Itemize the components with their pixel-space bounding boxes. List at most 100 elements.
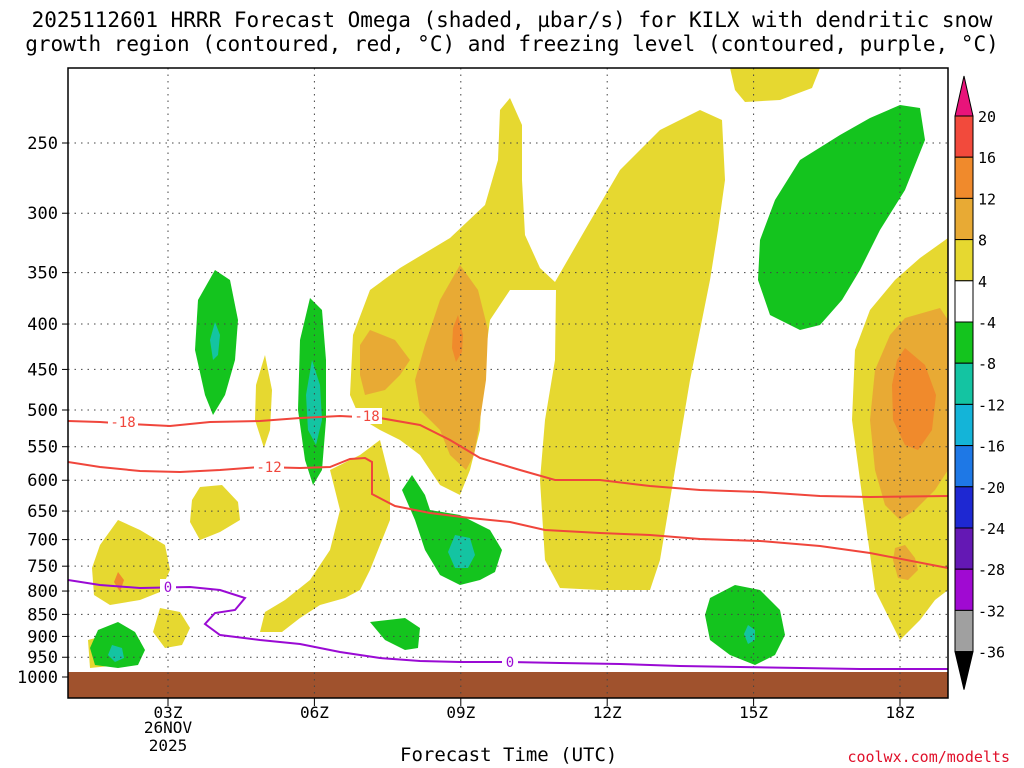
x-axis: 03Z 06Z 09Z 12Z 15Z 18Z: [154, 698, 915, 722]
contour-minus12: [68, 456, 948, 569]
label-bg-minus12: [254, 459, 284, 475]
x-sublabel-year: 2025: [149, 736, 188, 755]
x-tick-label: 09Z: [446, 703, 475, 722]
colorbar-label: 12: [978, 190, 996, 208]
colorbar-label: -36: [978, 644, 1005, 662]
contour-label-minus12: -12: [256, 460, 281, 476]
shade-orange-center: [415, 265, 488, 470]
shade-green-small: [370, 618, 420, 650]
contour-label-minus18-b: -18: [354, 409, 379, 425]
colorbar-segment: [954, 609, 974, 653]
shade-teal-bottom-left: [108, 645, 124, 662]
colorbar-segment: [954, 486, 974, 529]
contour-label-minus18-a: -18: [110, 415, 135, 431]
shade-darkorange-center: [452, 315, 463, 362]
y-tick-label: 500: [27, 401, 58, 421]
shade-yellow-left: [92, 520, 170, 605]
colorbar-label: -20: [978, 479, 1005, 497]
x-tick-label: 15Z: [739, 703, 768, 722]
y-tick-label: 400: [27, 315, 58, 335]
colorbar-label: -16: [978, 438, 1005, 456]
colorbar-segment: [954, 197, 974, 241]
colorbar-label: 16: [978, 149, 996, 167]
shade-teal-06z: [306, 360, 322, 445]
plot-frame: [67, 67, 949, 699]
colorbar-label: -8: [978, 355, 996, 373]
colorbar-segment: [954, 239, 974, 282]
contour-label-zero-a: 0: [164, 580, 172, 596]
shade-orange-left: [360, 330, 410, 395]
shade-yellow-low: [260, 440, 390, 632]
shade-yellow-thin: [255, 355, 272, 448]
colorbar-segment: [954, 568, 974, 611]
colorbar-segment: [954, 403, 974, 447]
colorbar-top-arrow: [954, 75, 974, 117]
colorbar-segment: [954, 280, 974, 323]
contour-label-zero-b: 0: [506, 655, 514, 671]
chart-title-line-1: 2025112601 HRRR Forecast Omega (shaded, …: [31, 8, 993, 32]
shade-yellow-top: [730, 68, 820, 102]
y-tick-label: 300: [27, 204, 58, 224]
colorbar-bottom-arrow: [954, 651, 974, 690]
ground-surface: [68, 672, 948, 698]
label-bg-zero-b: [502, 654, 518, 670]
y-tick-label: 600: [27, 471, 58, 491]
x-tick-label: 06Z: [300, 703, 329, 722]
colorbar-label: -32: [978, 602, 1005, 620]
shade-teal-15z: [744, 625, 755, 644]
y-tick-label: 900: [27, 627, 58, 647]
shade-yellow-small: [153, 608, 190, 648]
colorbar-segment: [954, 115, 974, 158]
y-tick-label: 250: [27, 134, 58, 154]
colorbar: 20 16 12 8 4 -4 -8 -12 -16 -20 -24 -28 -32 -36: [954, 75, 1005, 690]
y-tick-label: 800: [27, 582, 58, 602]
shade-teal-09z: [448, 535, 475, 568]
y-tick-label: 350: [27, 264, 58, 284]
colorbar-label: -12: [978, 396, 1005, 414]
shade-yellow-main: [350, 98, 725, 590]
shade-yellow-mid: [190, 485, 240, 540]
x-sublabel-date: 26NOV: [144, 718, 193, 737]
x-tick-label: 18Z: [886, 703, 915, 722]
colorbar-segment: [954, 445, 974, 488]
contour-lines: -18 -18 -12 0 0: [68, 408, 948, 671]
x-tick-label: 12Z: [593, 703, 622, 722]
contour-zero: [68, 579, 948, 670]
label-bg-minus18-a: [108, 414, 138, 430]
colorbar-label: -4: [978, 314, 996, 332]
shade-green-top-right: [758, 105, 925, 330]
grid-lines: [68, 68, 948, 698]
contour-minus18: [68, 414, 948, 499]
y-tick-label: 450: [27, 360, 58, 380]
shade-teal-left: [210, 322, 220, 360]
colorbar-segment: [954, 321, 974, 364]
colorbar-label: -24: [978, 520, 1005, 538]
colorbar-label: 8: [978, 232, 987, 250]
shade-green-09z: [402, 475, 502, 585]
credit-text: coolwx.com/modelts: [847, 748, 1010, 766]
label-bg-zero-a: [160, 579, 176, 595]
y-tick-label: 850: [27, 605, 58, 625]
y-tick-label: 700: [27, 531, 58, 551]
colorbar-segment: [954, 527, 974, 570]
shade-darkorange-right: [892, 348, 936, 450]
x-axis-label: Forecast Time (UTC): [400, 744, 618, 766]
colorbar-label: 4: [978, 273, 987, 291]
y-tick-label: 650: [27, 502, 58, 522]
y-axis: 2503003504004505005506006507007508008509…: [17, 134, 68, 688]
shade-green-15z: [705, 585, 785, 665]
colorbar-segment: [954, 156, 974, 199]
shade-orange-small: [893, 545, 918, 580]
x-tick-label: 03Z: [154, 703, 183, 722]
chart-title-line-2: growth region (contoured, red, °C) and f…: [25, 32, 999, 56]
y-tick-label: 550: [27, 438, 58, 458]
y-tick-label: 750: [27, 557, 58, 577]
colorbar-label: -28: [978, 561, 1005, 579]
y-tick-label: 950: [27, 648, 58, 668]
colorbar-label: 20: [978, 108, 996, 126]
y-tick-label: 1000: [17, 668, 58, 688]
label-bg-minus18-b: [352, 408, 382, 424]
shade-green-bottom-left: [90, 622, 145, 668]
colorbar-segment: [954, 362, 974, 405]
